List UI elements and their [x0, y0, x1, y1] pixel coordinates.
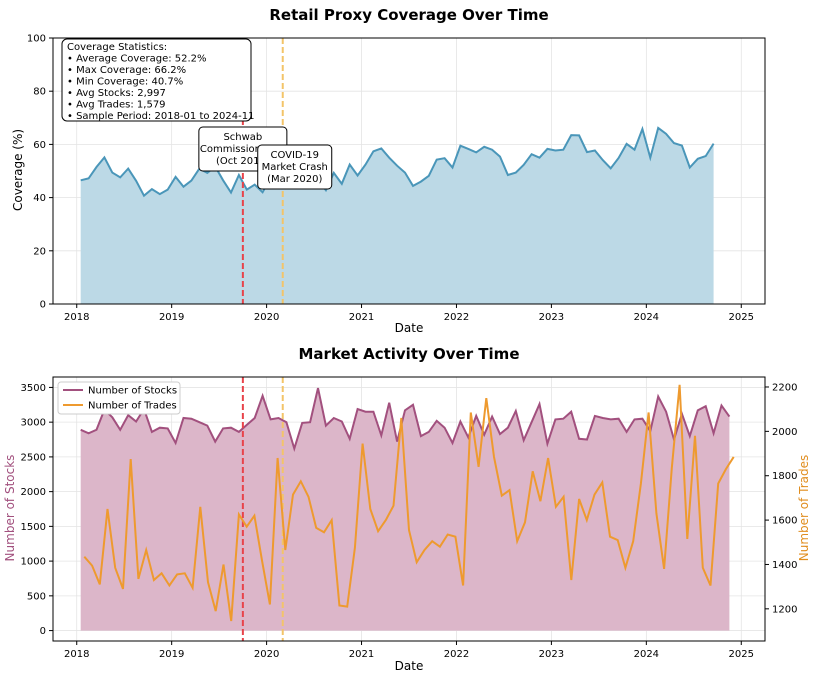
bottom-y-tick-label: 3000 — [21, 418, 46, 429]
legend-box — [57, 381, 181, 415]
top-x-tick-label: 2019 — [159, 312, 184, 323]
stats-box-line: • Avg Stocks: 2,997 — [67, 88, 166, 99]
top-plot-frame — [52, 37, 766, 305]
bottom-x-axis-label: Date — [395, 659, 424, 673]
bottom-y-right-tick-label: 2000 — [772, 427, 797, 438]
bottom-y-tick-label: 1500 — [21, 522, 46, 533]
bottom-y-tick-label: 3500 — [21, 383, 46, 394]
top-chart: 2018 2019 2020 2021 2022 2023 2024 2025 0 20 40 60 8… — [27, 34, 766, 323]
stats-box-line: • Max Coverage: 66.2% — [67, 65, 186, 76]
top-x-tick-label: 2018 — [64, 312, 89, 323]
top-x-tick-label: 2020 — [254, 312, 279, 323]
top-y-tick-label: 60 — [33, 140, 46, 151]
bottom-y-tick-label: 2500 — [21, 452, 46, 463]
top-x-axis-label: Date — [395, 321, 424, 335]
stocks-line — [80, 387, 731, 453]
bottom-chart: 2018 2019 2020 2021 2022 2023 2024 2025 0 500 1000… — [21, 376, 797, 660]
stats-box-line: • Avg Trades: 1,579 — [67, 100, 166, 111]
bottom-x-tick-label: 2023 — [539, 649, 564, 660]
bottom-x-tick-label: 2025 — [729, 649, 754, 660]
bottom-x-tick-label: 2021 — [349, 649, 374, 660]
event-annotation-box-2 — [257, 144, 333, 190]
bottom-x-tick-label: 2022 — [444, 649, 469, 660]
bottom-y-axis-label: Number of Stocks — [3, 455, 17, 562]
bottom-y-right-tick-label: 1200 — [772, 604, 797, 615]
bottom-chart-title: Market Activity Over Time — [299, 345, 520, 363]
stats-box-header: Coverage Statistics: — [67, 42, 167, 53]
event-annotation-text: Commission-Free — [200, 144, 286, 155]
bottom-x-tick-label: 2019 — [159, 649, 184, 660]
bottom-y-tick-label: 2000 — [21, 487, 46, 498]
bottom-y-right-tick-label: 1600 — [772, 516, 797, 527]
coverage-line — [80, 125, 715, 198]
bottom-x-tick-label: 2018 — [64, 649, 89, 660]
stats-box-line: • Average Coverage: 52.2% — [67, 54, 207, 65]
top-chart-title: Retail Proxy Coverage Over Time — [269, 6, 548, 24]
bottom-y-right-tick-label: 2200 — [772, 382, 797, 393]
top-y-tick-label: 80 — [33, 87, 46, 98]
event-annotation-text: Schwab — [223, 132, 262, 143]
bottom-y-tick-label: 0 — [40, 626, 46, 637]
event-annotation-text: Market Crash — [262, 162, 328, 173]
event-annotation-text: (Oct 2019) — [216, 156, 270, 167]
top-y-tick-label: 100 — [27, 34, 46, 45]
bottom-x-tick-label: 2024 — [634, 649, 659, 660]
top-x-tick-label: 2023 — [539, 312, 564, 323]
top-x-tick-label: 2021 — [349, 312, 374, 323]
bottom-x-tick-label: 2020 — [254, 649, 279, 660]
top-y-tick-label: 0 — [40, 300, 46, 311]
trades-line — [83, 384, 735, 622]
top-y-tick-label: 20 — [33, 246, 46, 257]
top-x-tick-label: 2025 — [729, 312, 754, 323]
top-x-tick-label: 2022 — [444, 312, 469, 323]
top-y-axis-label: Coverage (%) — [11, 129, 25, 211]
bottom-y-right-tick-label: 1800 — [772, 471, 797, 482]
bottom-y-tick-label: 500 — [27, 591, 46, 602]
bottom-plot-frame — [52, 376, 766, 642]
top-y-tick-label: 40 — [33, 193, 46, 204]
bottom-y-right-tick-label: 1400 — [772, 560, 797, 571]
legend-stocks-label: Number of Stocks — [88, 386, 177, 397]
stats-box-line: • Sample Period: 2018-01 to 2024-11 — [67, 111, 254, 122]
stats-box — [61, 38, 252, 122]
coverage-area — [80, 127, 714, 305]
stats-box-line: • Min Coverage: 40.7% — [67, 77, 183, 88]
event-annotation-text: (Mar 2020) — [267, 174, 322, 185]
top-x-tick-label: 2024 — [634, 312, 659, 323]
event-annotation-text: COVID-19 — [270, 150, 319, 161]
bottom-y-axis-right-label: Number of Trades — [797, 455, 811, 562]
bottom-y-tick-label: 1000 — [21, 557, 46, 568]
legend-trades-label: Number of Trades — [88, 401, 177, 412]
